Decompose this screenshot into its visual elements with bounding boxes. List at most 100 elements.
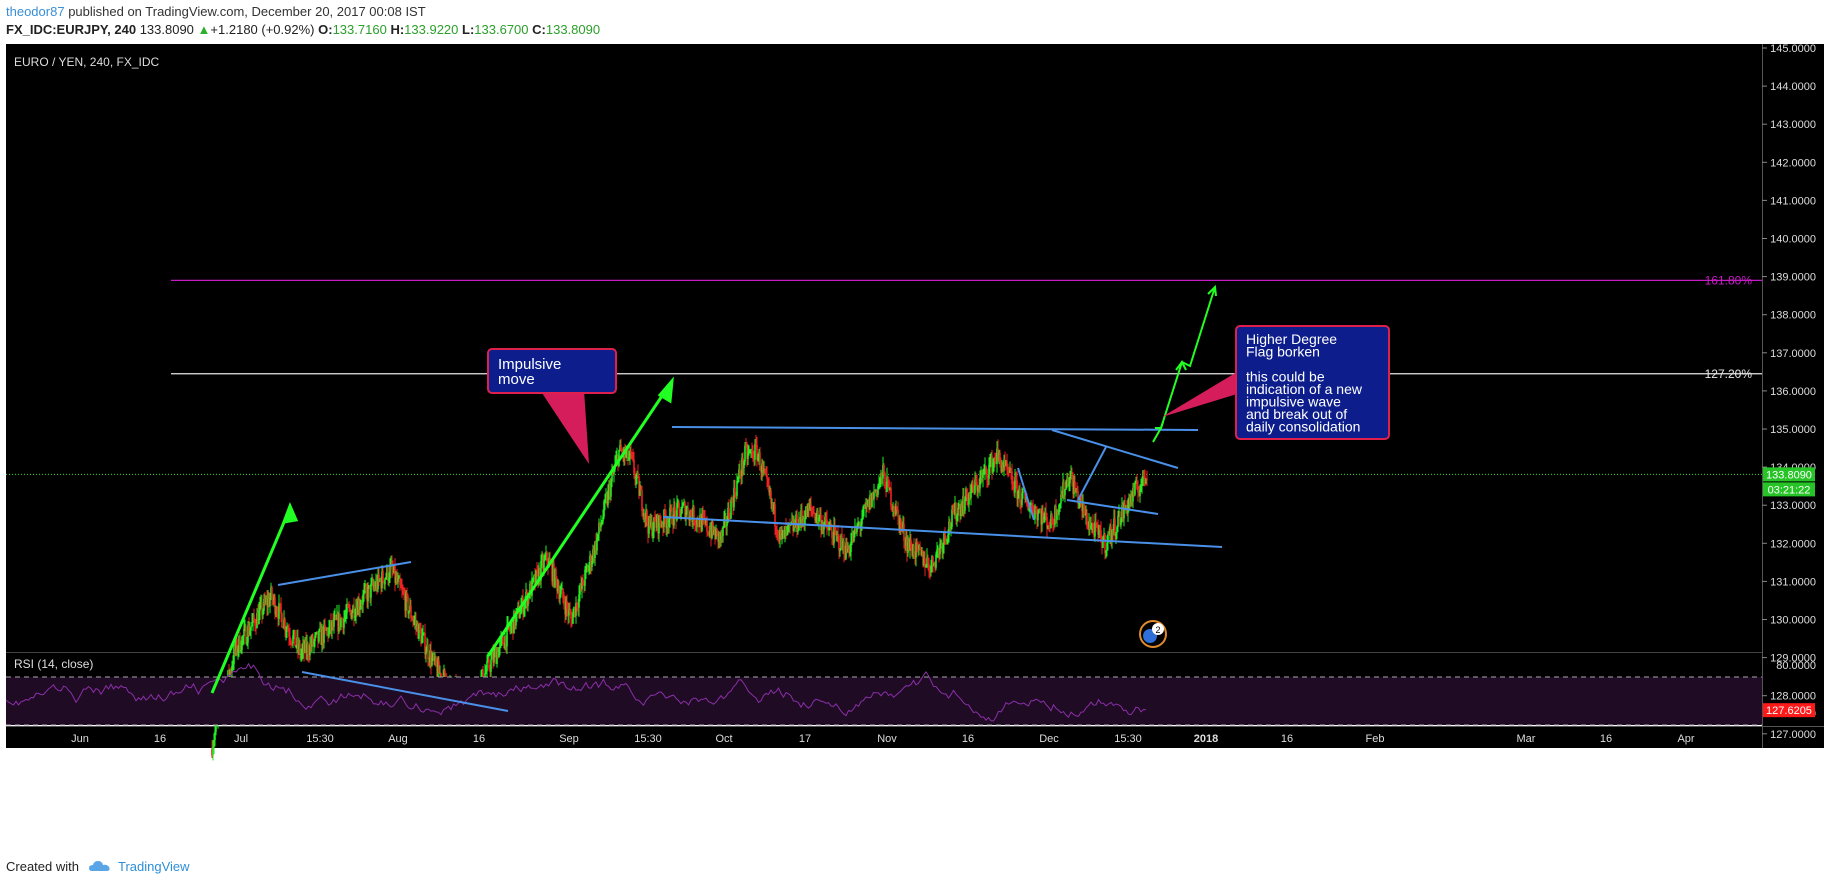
impulsive-move-callout[interactable]	[487, 348, 617, 394]
candle-body	[294, 630, 296, 647]
candle-body	[525, 591, 527, 601]
candle-body	[960, 506, 962, 516]
candle-body	[834, 525, 836, 531]
candle-body	[563, 598, 565, 605]
rsi-indicator[interactable]: 80.000040.0000	[5, 660, 1816, 726]
author-link[interactable]: theodor87	[6, 4, 65, 19]
candle-body	[743, 461, 745, 469]
price-chart[interactable]: 145.0000 144.0000 143.0000 142.0000 141.0000…	[0, 43, 1824, 848]
small-flag-bottom-line[interactable]	[1066, 499, 1159, 515]
candle-body	[494, 649, 496, 653]
wave-b-line[interactable]	[1077, 446, 1107, 501]
y-tick-label: 128.0000	[1770, 691, 1816, 703]
candle-body	[839, 550, 841, 552]
candle-body	[356, 607, 358, 615]
candle-body	[953, 509, 955, 515]
candle-body	[710, 530, 712, 538]
candle-body	[582, 578, 584, 586]
candle-body	[1128, 497, 1130, 505]
candle-body	[236, 639, 238, 653]
candle-body	[677, 502, 679, 504]
candle-body	[367, 586, 369, 602]
candle-body	[375, 580, 377, 589]
candle-body	[662, 524, 664, 527]
candle-body	[772, 502, 774, 510]
candle-body	[357, 600, 359, 615]
high-value: 133.9220	[404, 22, 459, 37]
candle-body	[1073, 481, 1075, 495]
channel-bottom-line[interactable]	[301, 671, 509, 712]
candle-body	[1013, 486, 1015, 493]
small-flag-top-line[interactable]	[1051, 429, 1179, 469]
candle-body	[913, 544, 915, 557]
candle-body	[1099, 525, 1101, 531]
candle-body	[233, 646, 235, 664]
candle-body	[488, 658, 490, 669]
y-tick-label: 132.0000	[1770, 538, 1816, 550]
candle-body	[241, 636, 243, 650]
symbol-name[interactable]: FX_IDC:EURJPY, 240	[6, 22, 137, 37]
candle-body	[744, 445, 746, 462]
y-tick-label: 137.0000	[1770, 348, 1816, 360]
candle-body	[345, 613, 347, 617]
candle-body	[869, 494, 871, 510]
impulse-arrow-1[interactable]	[210, 507, 292, 694]
impulse-arrow-2[interactable]	[486, 383, 672, 657]
callouts[interactable]: Impulsive move Higher Degree Flag borken t…	[487, 325, 1390, 464]
candle-body	[864, 506, 866, 509]
candle-body	[493, 652, 495, 663]
candle-body	[646, 510, 648, 523]
candle-body	[683, 502, 685, 505]
candle-body	[240, 649, 242, 652]
trendlines[interactable]	[210, 284, 1223, 712]
channel-top-line[interactable]	[277, 561, 412, 586]
candle-body	[301, 649, 303, 654]
wave-a-line[interactable]	[1017, 467, 1035, 521]
candle-body	[425, 651, 427, 655]
candle-body	[581, 578, 583, 590]
y-tick-label: 131.0000	[1770, 576, 1816, 588]
flag-broken-callout[interactable]	[1235, 325, 1390, 440]
callout-text-line: this could be	[1246, 369, 1325, 385]
support-price-tag	[1763, 703, 1815, 718]
candle-body	[754, 443, 756, 460]
rsi-line[interactable]	[5, 662, 1147, 722]
candle-body	[592, 549, 594, 562]
flag-top-line[interactable]	[671, 426, 1199, 431]
candle-body	[633, 459, 635, 474]
tradingview-link[interactable]: TradingView	[118, 859, 190, 874]
candle-body	[879, 478, 881, 485]
candle-body	[373, 586, 375, 588]
candle-body	[299, 643, 301, 656]
tradingview-cloud-icon[interactable]	[88, 860, 111, 875]
candle-body	[568, 610, 570, 616]
candle-body	[238, 636, 240, 650]
candle-body	[1123, 503, 1125, 519]
candle-body	[686, 508, 688, 513]
candle-body	[632, 455, 634, 460]
candle-body	[1045, 511, 1047, 517]
events-badge[interactable]: 2	[1139, 620, 1167, 648]
candle-body	[343, 618, 345, 628]
candle-body	[314, 635, 316, 641]
candle-body	[1041, 510, 1043, 525]
price-axis[interactable]	[1762, 44, 1824, 726]
candle-body	[1139, 489, 1141, 496]
candle-body	[738, 469, 740, 479]
candle-body	[639, 489, 641, 496]
flag-bottom-line[interactable]	[662, 516, 1223, 548]
candle-body	[966, 488, 968, 498]
chart-container[interactable]: 145.0000 144.0000 143.0000 142.0000 141.0000…	[0, 43, 1824, 848]
main-pane[interactable]	[6, 44, 1762, 652]
candle-body	[904, 540, 906, 546]
candle-body	[235, 639, 237, 650]
candle-body	[827, 526, 829, 531]
candle-body	[285, 630, 287, 632]
candle-body	[363, 590, 365, 595]
x-tick-label: 16	[962, 733, 974, 745]
candle-body	[1059, 503, 1061, 505]
candle-body	[340, 618, 342, 628]
candle-body	[372, 581, 374, 587]
time-axis[interactable]	[6, 726, 1824, 748]
candle-body	[234, 646, 236, 650]
